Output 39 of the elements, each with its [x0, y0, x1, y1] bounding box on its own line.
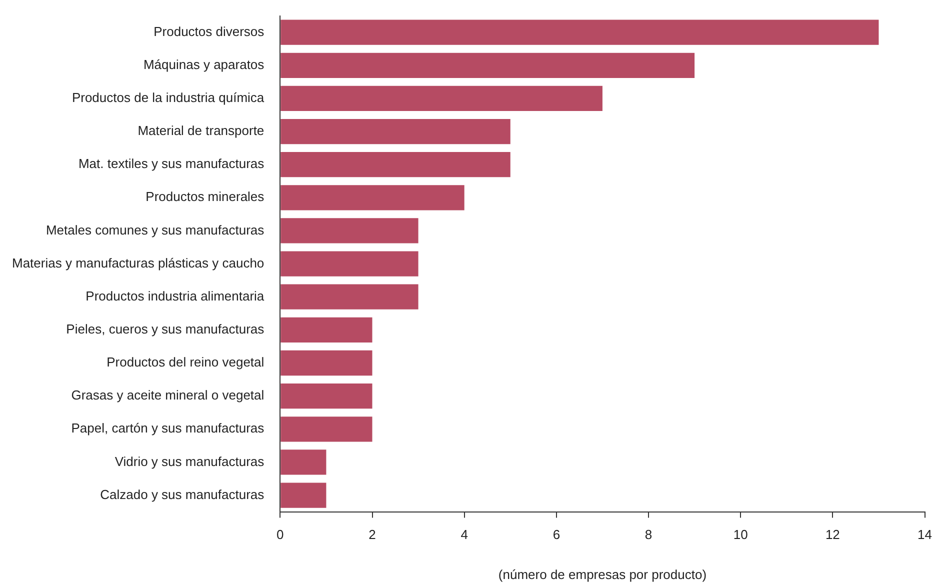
bar	[280, 218, 418, 244]
y-tick-label: Máquinas y aparatos	[143, 56, 265, 72]
y-tick-label: Productos industria alimentaria	[86, 288, 265, 304]
y-tick-label: Materias y manufacturas plásticas y caucho	[12, 255, 264, 270]
y-tick-label: Productos de la industria química	[72, 90, 265, 106]
bar	[280, 416, 372, 442]
x-tick-label: 14	[918, 527, 932, 542]
x-tick-label: 12	[825, 527, 840, 542]
y-tick-label: Material de transporte	[138, 123, 264, 138]
bar	[280, 450, 326, 475]
y-tick-label: Mat. textiles y sus manufacturas	[78, 156, 265, 172]
y-tick-label: Metales comunes y sus manufacturas	[46, 222, 265, 238]
y-tick-label: Papel, cartón y sus manufacturas	[71, 420, 265, 436]
x-tick-label: 2	[368, 527, 376, 542]
y-tick-label: Productos diversos	[154, 24, 265, 39]
x-axis-title: (número de empresas por producto)	[498, 566, 707, 582]
y-tick-label: Grasas y aceite mineral o vegetal	[71, 388, 264, 403]
bar	[280, 118, 510, 144]
bar	[280, 317, 372, 342]
bar	[280, 284, 418, 310]
x-tick-label: 4	[460, 527, 468, 542]
x-tick-label: 10	[733, 527, 748, 542]
bar	[280, 482, 326, 508]
x-tick-label: 8	[644, 527, 652, 542]
x-tick-label: 0	[276, 527, 284, 542]
bar	[280, 185, 464, 210]
y-tick-label: Productos del reino vegetal	[106, 354, 264, 370]
x-tick-label: 6	[552, 527, 560, 542]
y-tick-label: Productos minerales	[146, 189, 265, 204]
bar	[280, 384, 372, 409]
bar	[280, 86, 602, 112]
y-tick-label: Vidrio y sus manufacturas	[114, 454, 265, 469]
y-tick-label: Pieles, cueros y sus manufacturas	[66, 322, 265, 337]
bar	[280, 350, 372, 376]
bar	[280, 20, 879, 45]
bar	[280, 152, 510, 178]
bar	[280, 251, 418, 276]
bar	[280, 52, 695, 78]
y-tick-label: Calzado y sus manufacturas	[100, 486, 265, 502]
